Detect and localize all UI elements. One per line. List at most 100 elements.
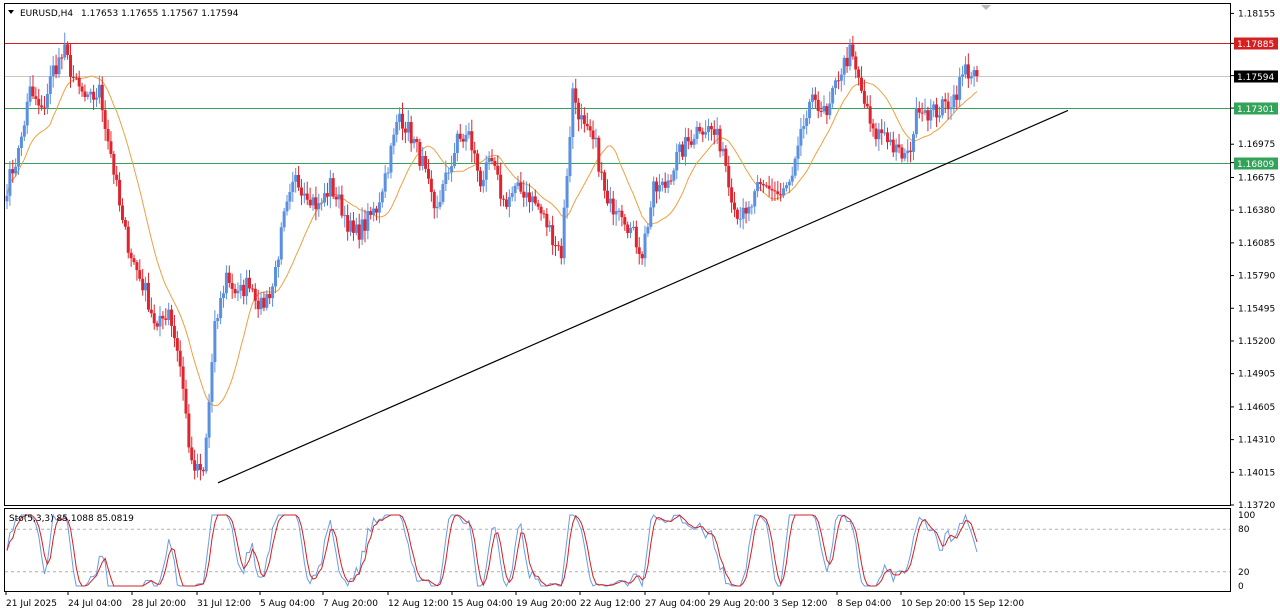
candle-bear <box>528 192 532 203</box>
candle-bear <box>935 104 939 118</box>
candle-bull <box>888 139 892 143</box>
indicator-pane-frame <box>4 508 1231 592</box>
candle-bull <box>276 259 280 268</box>
candle-bull <box>568 137 572 177</box>
candle-bull <box>294 175 298 182</box>
time-label: 8 Sep 04:00 <box>837 599 892 609</box>
candle-bear <box>626 224 630 233</box>
time-label: 3 Sep 12:00 <box>773 599 828 609</box>
time-label: 24 Jul 04:00 <box>68 599 122 609</box>
candle-bear <box>164 318 168 320</box>
candle-bear <box>851 44 855 57</box>
candle-bear <box>126 226 130 253</box>
candle-bull <box>828 103 832 116</box>
candle-bull <box>86 94 90 97</box>
time-label: 22 Aug 12:00 <box>580 599 641 609</box>
candle-bear <box>559 245 563 259</box>
candle-bull <box>372 208 376 215</box>
candle-bull <box>22 125 26 137</box>
candle-bear <box>605 190 609 204</box>
candle-bear <box>172 325 176 339</box>
candle-bear <box>40 105 44 108</box>
candle-bear <box>346 215 350 232</box>
candle-bear <box>588 126 592 131</box>
candle-bull <box>383 173 387 192</box>
candle-bear <box>709 126 713 130</box>
candle-bear <box>403 128 407 133</box>
candle-bear <box>198 463 202 470</box>
candle-bull <box>484 162 488 180</box>
candle-bull <box>8 169 12 196</box>
candle-bear <box>909 150 913 152</box>
candle-bear <box>184 388 188 414</box>
candle-bear <box>331 178 335 197</box>
candle-bull <box>963 64 967 75</box>
candle-bull <box>224 272 228 294</box>
symbol-menu-icon[interactable] <box>8 10 14 14</box>
candle-bull <box>842 57 846 75</box>
candle-bull <box>441 184 445 202</box>
candle-bear <box>132 258 136 263</box>
candle-bear <box>418 141 422 166</box>
time-label: 28 Jul 20:00 <box>132 599 186 609</box>
candle-bear <box>496 165 500 175</box>
candle-bull <box>94 97 98 100</box>
candle-bull <box>386 172 390 174</box>
candle-bull <box>643 233 647 259</box>
time-label: 27 Aug 04:00 <box>645 599 706 609</box>
candle-bear <box>854 56 858 70</box>
candle-bear <box>92 91 96 100</box>
candle-bear <box>401 113 405 129</box>
candle-bull <box>510 192 514 197</box>
candle-bear <box>230 282 234 289</box>
chart-shift-marker[interactable] <box>981 5 991 10</box>
candle-bull <box>320 202 324 204</box>
candle-bull <box>741 207 745 219</box>
candle-bull <box>799 128 803 146</box>
candle-bull <box>631 226 635 229</box>
candle-bull <box>406 121 410 133</box>
candle-bull <box>412 139 416 144</box>
candle-bear <box>83 91 87 97</box>
candle-bull <box>452 153 456 167</box>
candle-bear <box>66 44 70 55</box>
price-label: 1.15200 <box>1238 337 1275 347</box>
candle-bull <box>750 206 754 208</box>
ascending-trendline[interactable] <box>217 109 1069 484</box>
candle-bull <box>513 185 517 193</box>
candle-bear <box>536 203 540 207</box>
candle-bear <box>175 338 179 351</box>
candle-bear <box>499 174 503 199</box>
candle-bear <box>120 205 124 220</box>
candle-bear <box>351 220 355 233</box>
candle-bear <box>201 469 205 472</box>
candle-bear <box>655 181 659 192</box>
candle-bull <box>790 175 794 182</box>
candle-bull <box>940 99 944 116</box>
chart-symbol: EURUSD,H4 <box>20 9 73 19</box>
candle-bear <box>871 123 875 129</box>
candle-bear <box>582 115 586 124</box>
candle-bull <box>45 94 49 108</box>
candle-bull <box>259 297 263 310</box>
candle-bear <box>325 193 329 197</box>
time-label: 12 Aug 12:00 <box>388 599 449 609</box>
candle-bear <box>123 219 127 227</box>
candle-bull <box>932 104 936 110</box>
candle-bull <box>222 293 226 299</box>
candle-bull <box>481 179 485 187</box>
candle-bear <box>109 141 113 154</box>
candle-bear <box>504 199 508 207</box>
sto-scale-label: 20 <box>1238 568 1250 578</box>
price-label: 1.16675 <box>1238 173 1275 183</box>
candle-bear <box>551 225 555 246</box>
candle-bull <box>380 191 384 203</box>
candle-bear <box>115 174 119 180</box>
price-badge-text: 1.16809 <box>1237 160 1274 170</box>
candle-bear <box>620 210 624 218</box>
candle-bear <box>34 96 38 99</box>
candle-bull <box>608 198 612 204</box>
candle-bull <box>51 65 55 77</box>
candle-bear <box>727 165 731 188</box>
